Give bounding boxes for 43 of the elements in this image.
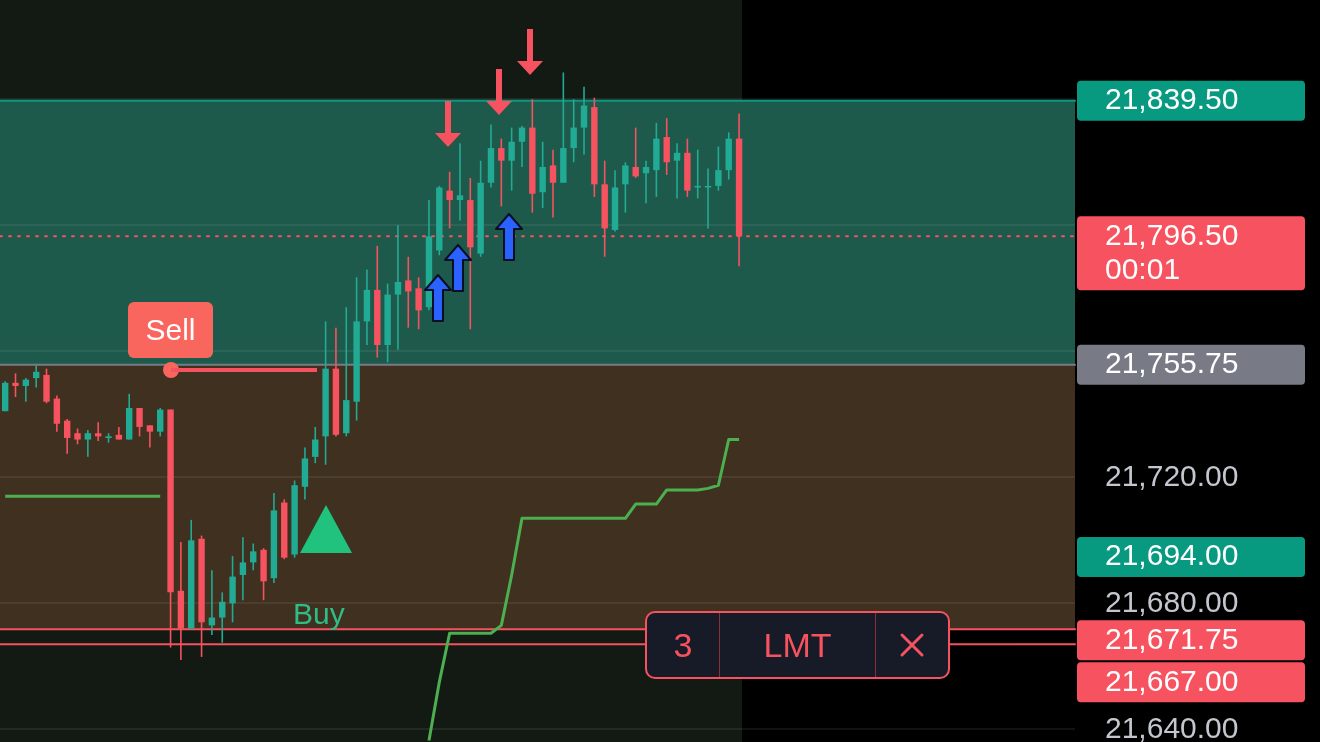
candlestick (580, 85, 588, 156)
candlestick (673, 142, 681, 200)
y-tick-label: 21,640.00 (1105, 710, 1239, 742)
candlestick (405, 255, 412, 329)
candlestick (518, 125, 526, 168)
ref-line-label: 21,671.75 (1105, 621, 1239, 655)
candlestick (32, 364, 40, 389)
candlestick (94, 421, 102, 442)
candlestick (239, 536, 247, 602)
annotation: LMT (719, 613, 876, 677)
candlestick (415, 276, 422, 331)
y-tick-label: 21,720.00 (1105, 458, 1239, 492)
candlestick (219, 591, 226, 644)
candlestick (498, 137, 505, 208)
order-widget: 3 LMT (645, 611, 950, 679)
candlestick (715, 145, 722, 192)
candlestick (549, 148, 557, 219)
candlestick (157, 407, 164, 438)
candlestick (136, 407, 143, 438)
annotation: Sell (128, 302, 213, 358)
candlestick (84, 429, 92, 458)
ref-line-label: 21,839.50 (1105, 82, 1239, 116)
candlestick (446, 170, 453, 230)
candlestick (394, 224, 402, 351)
candlestick (12, 372, 19, 398)
candlestick (250, 542, 257, 572)
ref-line-label: 21,755.75 (1105, 345, 1239, 379)
candlestick (312, 426, 319, 464)
candlestick (508, 126, 515, 192)
candlestick (456, 142, 464, 222)
annotation: Buy (293, 597, 345, 631)
candlestick (622, 161, 629, 214)
ref-line-label: 21,796.50 00:01 (1105, 217, 1239, 285)
annotation: 3 (672, 625, 694, 666)
y-tick-label: 21,680.00 (1105, 584, 1239, 618)
candlestick (63, 418, 71, 455)
candlestick (146, 424, 154, 449)
candlestick (642, 159, 650, 205)
candlestick (632, 126, 639, 179)
text: 21,694.00 (1105, 538, 1239, 572)
ref-line-label: 21,667.00 (1105, 663, 1239, 697)
candlestick (570, 98, 577, 164)
candlestick (22, 377, 30, 403)
